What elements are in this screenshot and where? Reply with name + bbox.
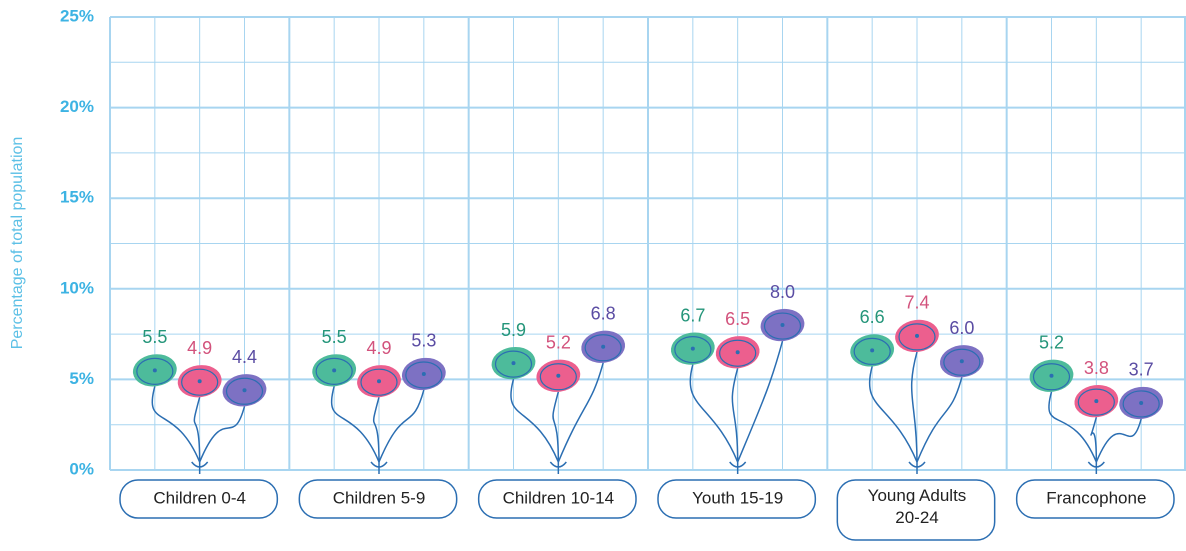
- string-knot: [549, 461, 567, 474]
- category-bubble: [1015, 479, 1175, 519]
- string-knot: [370, 461, 388, 474]
- balloon-knot: [870, 348, 875, 353]
- balloon-string: [868, 366, 918, 463]
- balloon-knot: [197, 379, 202, 384]
- balloon-knot: [601, 344, 606, 349]
- balloon-knot: [735, 350, 740, 355]
- value-label: 6.8: [591, 304, 616, 324]
- value-label: 4.9: [366, 338, 391, 358]
- balloon-knot: [332, 368, 337, 373]
- balloon-knot: [511, 361, 516, 366]
- balloon-string: [552, 391, 560, 463]
- balloon-outline: [539, 363, 577, 391]
- category-bubble: [836, 479, 996, 541]
- value-label: 6.7: [680, 305, 705, 325]
- balloon-string: [1048, 391, 1098, 463]
- balloon-knot: [780, 323, 785, 328]
- balloon-string: [151, 386, 201, 463]
- balloon-outline: [674, 335, 712, 364]
- balloon-string: [916, 377, 963, 463]
- balloon-string: [689, 364, 739, 463]
- string-knot: [908, 461, 926, 474]
- balloon-string: [557, 362, 604, 463]
- balloon-knot: [556, 373, 561, 378]
- balloon-outline: [315, 357, 353, 385]
- balloon-outline: [1077, 388, 1115, 416]
- value-label: 6.0: [949, 318, 974, 338]
- balloon-knot: [152, 368, 157, 373]
- balloon-string: [731, 368, 739, 463]
- y-axis-label: Percentage of total population: [9, 137, 26, 350]
- value-label: 5.2: [546, 333, 571, 353]
- balloon-knot: [915, 333, 919, 338]
- balloon-outline: [225, 377, 264, 405]
- balloon-outline: [943, 348, 981, 376]
- category-bubble: [657, 479, 817, 519]
- value-label: 7.4: [904, 293, 929, 313]
- y-tick-label: 25%: [60, 6, 94, 25]
- balloon-outline: [136, 357, 174, 385]
- y-tick-label: 5%: [69, 369, 94, 388]
- balloon-outline: [763, 312, 802, 340]
- balloon-outline: [853, 337, 891, 366]
- balloon-outline: [719, 339, 757, 367]
- balloon-outline: [405, 361, 443, 389]
- value-label: 4.9: [187, 338, 212, 358]
- value-label: 6.6: [860, 307, 885, 327]
- x-tick-label: Children 0-4: [153, 488, 246, 507]
- x-tick-label: Francophone: [1046, 488, 1146, 507]
- balloon-knot: [421, 371, 426, 376]
- string-knot: [729, 461, 747, 474]
- balloon-outline: [1032, 363, 1071, 391]
- value-label: 5.9: [501, 320, 526, 340]
- value-label: 8.0: [770, 282, 795, 302]
- balloon-string: [1090, 416, 1098, 463]
- y-tick-label: 20%: [60, 97, 94, 116]
- balloon-knot: [1049, 373, 1054, 378]
- balloon-string: [736, 340, 784, 463]
- balloon-knot: [242, 388, 247, 393]
- value-label: 3.7: [1129, 360, 1154, 380]
- balloon-outline: [181, 368, 219, 396]
- balloon-knot: [690, 346, 695, 351]
- x-tick-label: Youth 15-19: [692, 488, 783, 507]
- balloon-string: [910, 351, 918, 463]
- category-bubble: [298, 479, 458, 519]
- value-label: 5.2: [1039, 333, 1064, 353]
- y-tick-label: 10%: [60, 278, 94, 297]
- balloon-knot: [1139, 400, 1144, 405]
- value-label: 4.4: [232, 347, 257, 367]
- string-knot: [1087, 461, 1105, 474]
- x-tick-label: Children 5-9: [333, 488, 426, 507]
- balloon-outline: [1122, 390, 1160, 418]
- y-tick-label: 0%: [69, 459, 94, 478]
- balloon-string: [1095, 418, 1142, 463]
- value-label: 5.5: [322, 327, 347, 347]
- value-label: 5.5: [142, 327, 167, 347]
- balloon-outline: [494, 350, 533, 378]
- balloon-string: [330, 386, 380, 463]
- balloon-string: [193, 397, 201, 463]
- balloon-knot: [959, 359, 964, 364]
- balloon-outline: [584, 334, 622, 362]
- balloon-string: [198, 406, 246, 463]
- balloon-knot: [377, 379, 381, 384]
- balloon-string: [378, 389, 425, 463]
- y-tick-label: 15%: [60, 188, 94, 207]
- balloon-outline: [898, 323, 936, 351]
- category-bubble: [119, 479, 279, 519]
- value-label: 3.8: [1084, 358, 1109, 378]
- category-bubble: [477, 479, 637, 519]
- string-knot: [191, 461, 209, 474]
- balloon-knot: [1094, 399, 1099, 404]
- balloon-string: [510, 378, 560, 463]
- value-label: 6.5: [725, 309, 750, 329]
- x-tick-label: Children 10-14: [503, 488, 615, 507]
- x-tick-label: Young Adults 20-24: [868, 486, 967, 527]
- balloon-string: [372, 397, 380, 463]
- value-label: 5.3: [411, 331, 436, 351]
- balloon-outline: [360, 368, 398, 396]
